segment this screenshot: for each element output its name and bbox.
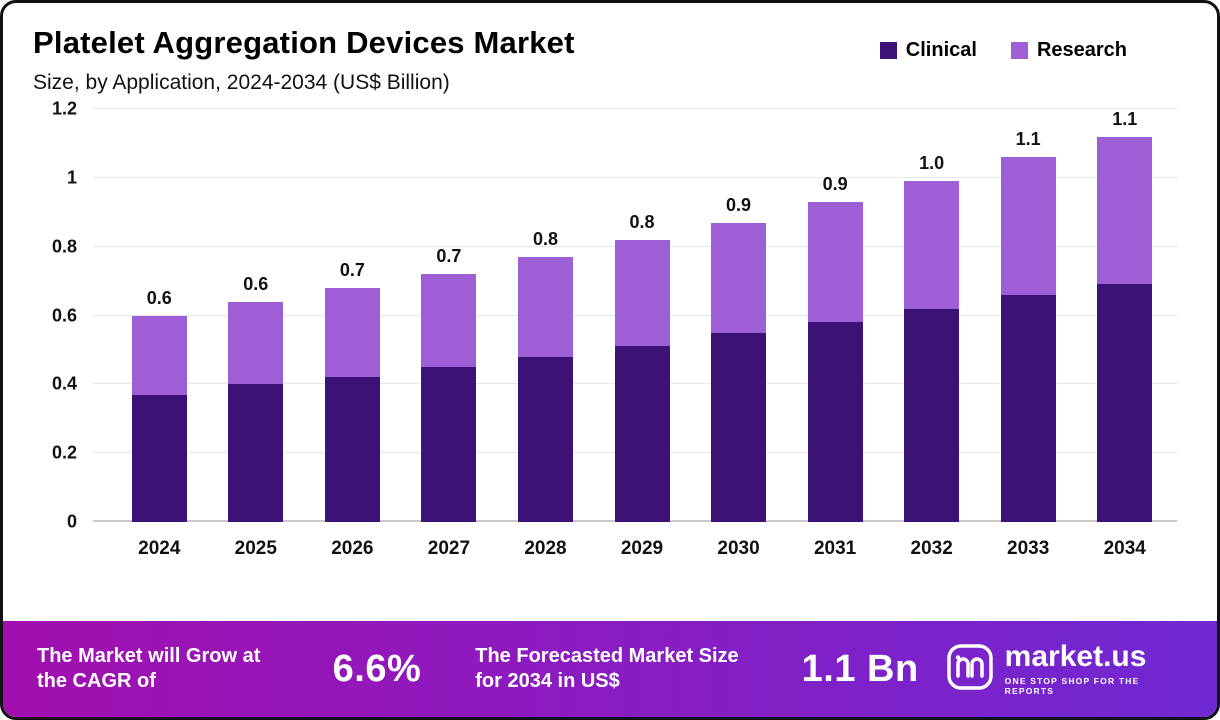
brand-name: market.us	[1004, 640, 1147, 673]
bar-total-label: 0.7	[436, 246, 462, 267]
gridline	[93, 176, 1177, 178]
legend-item: Research	[1010, 39, 1127, 62]
forecast-label: The Forecasted Market Size for 2034 in U…	[475, 645, 739, 692]
legend: Clinical Research	[879, 39, 1187, 62]
title-block: Platelet Aggregation Devices Market Size…	[33, 25, 575, 95]
cagr-value: 6.6%	[332, 647, 422, 690]
chart-header: Platelet Aggregation Devices Market Size…	[33, 25, 1187, 95]
page-title: Platelet Aggregation Devices Market	[33, 25, 575, 60]
plot-area: 0.6 0.6 0.7 0.7 0.8 0.8 0.9 0.9 1.0 1.1 1.1 0 0.2 0.…	[52, 99, 1177, 532]
bar-slot: 1.1	[980, 109, 1077, 522]
x-tick-label: 2034	[1103, 538, 1146, 559]
brand-tagline: ONE STOP SHOP FOR THE REPORTS	[1004, 676, 1140, 696]
bar-segment-research	[807, 201, 863, 323]
bar-total-label: 0.7	[339, 259, 365, 280]
brand: market.us ONE STOP SHOP FOR THE REPORTS	[946, 640, 1183, 697]
bar-slot: 0.6	[111, 109, 208, 522]
bar-segment-clinical	[711, 332, 767, 522]
bar-segment-research	[904, 181, 960, 309]
bar-slot: 0.9	[787, 109, 884, 522]
legend-item: Clinical	[879, 39, 977, 62]
bar-segment-research	[324, 287, 380, 378]
x-tick-label: 2027	[427, 538, 471, 559]
bar-segment-clinical	[324, 377, 380, 522]
bar-slot: 1.1	[1076, 109, 1173, 522]
bar-total-label: 0.6	[146, 287, 172, 308]
bar-segment-clinical	[1000, 294, 1056, 522]
bar-segment-research	[1097, 137, 1153, 284]
brand-text: market.us ONE STOP SHOP FOR THE REPORTS	[1004, 640, 1183, 697]
chart-card: Platelet Aggregation Devices Market Size…	[3, 3, 1217, 621]
bars-container: 0.6 0.6 0.7 0.7 0.8 0.8 0.9 0.9 1.0 1.1 1.1	[111, 109, 1173, 522]
bar-segment-research	[421, 274, 477, 368]
x-tick-label: 2032	[910, 538, 953, 559]
bar-total-label: 0.9	[822, 173, 848, 194]
bar-total-label: 1.1	[1112, 109, 1138, 129]
y-tick-label: 1.2	[51, 98, 77, 119]
bar-total-label: 1.1	[1015, 129, 1041, 150]
chart-subtitle: Size, by Application, 2024-2034 (US$ Bil…	[33, 71, 450, 94]
legend-swatch	[1010, 42, 1028, 59]
bar-slot: 0.7	[304, 109, 401, 522]
bar-segment-clinical	[228, 384, 284, 522]
chart-region: 0.6 0.6 0.7 0.7 0.8 0.8 0.9 0.9 1.0 1.1 1.1 0 0.2 0.…	[33, 95, 1187, 621]
bar-segment-research	[711, 222, 767, 333]
bar-slot: 1.0	[883, 109, 980, 522]
bar-segment-research	[517, 257, 573, 357]
bar-segment-research	[228, 301, 284, 385]
bar-segment-clinical	[131, 394, 187, 522]
bar-segment-clinical	[904, 308, 960, 522]
x-tick-label: 2025	[234, 538, 277, 559]
x-tick-label: 2030	[717, 538, 760, 559]
legend-swatch	[879, 42, 897, 59]
x-tick-label: 2028	[524, 538, 567, 559]
bar-slot: 0.8	[497, 109, 594, 522]
marketus-logo-icon	[946, 643, 993, 695]
bar-segment-research	[131, 315, 187, 395]
legend-label: Research	[1036, 39, 1127, 61]
footer-banner: The Market will Grow at the CAGR of 6.6%…	[3, 621, 1217, 717]
x-tick-label: 2031	[813, 538, 857, 559]
bar-slot: 0.7	[401, 109, 498, 522]
y-tick-label: 0	[66, 511, 77, 532]
bar-total-label: 0.6	[243, 273, 269, 294]
y-tick-label: 0.2	[51, 442, 77, 463]
bar-slot: 0.6	[208, 109, 305, 522]
y-tick-label: 0.6	[51, 305, 77, 325]
bar-segment-research	[1000, 157, 1056, 295]
bar-total-label: 0.8	[532, 229, 558, 250]
y-tick-label: 0.4	[51, 373, 77, 394]
bar-segment-research	[614, 239, 670, 347]
bar-total-label: 1.0	[919, 153, 945, 174]
bar-segment-clinical	[807, 322, 863, 522]
x-tick-label: 2029	[620, 538, 664, 559]
y-tick-label: 0.8	[51, 236, 77, 257]
bar-slot: 0.8	[594, 109, 691, 522]
bar-segment-clinical	[421, 367, 477, 522]
bar-slot: 0.9	[690, 109, 787, 522]
bar-segment-clinical	[1097, 283, 1153, 522]
gridline	[93, 108, 1177, 109]
bar-segment-clinical	[614, 346, 670, 522]
y-tick-label: 1	[66, 167, 77, 188]
x-tick-label: 2026	[331, 538, 374, 559]
bar-total-label: 0.9	[726, 194, 752, 215]
bar-total-label: 0.8	[629, 211, 655, 232]
forecast-value: 1.1 Bn	[801, 647, 919, 690]
x-tick-label: 2033	[1007, 538, 1050, 559]
bar-segment-clinical	[517, 356, 573, 522]
x-axis: 2024 2025 2026 2027 2028 2029 2030 2031 2032 2033…	[111, 538, 1173, 574]
legend-label: Clinical	[905, 39, 977, 61]
cagr-label: The Market will Grow at the CAGR of	[37, 645, 261, 692]
x-tick-label: 2024	[138, 538, 181, 559]
